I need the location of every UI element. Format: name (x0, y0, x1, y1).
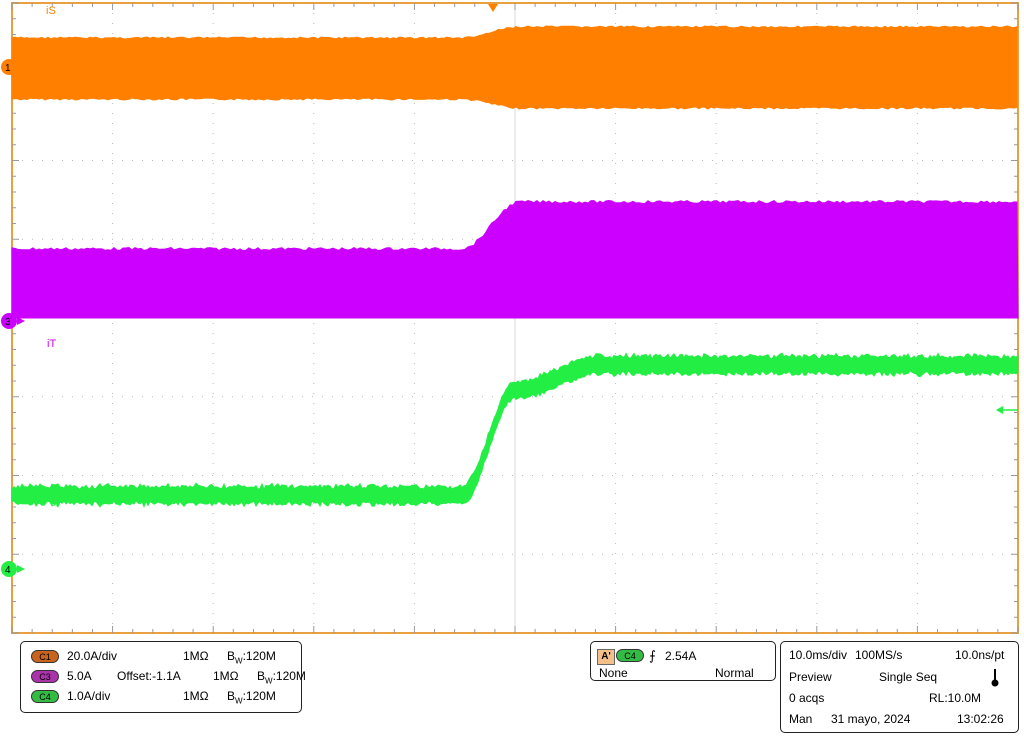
channel-bandwidth: BW:120M (227, 649, 276, 666)
ch3-marker-number: 3 (5, 317, 11, 328)
sample-rate: 100MS/s (855, 648, 903, 662)
acquisition-mode: Man (789, 712, 813, 726)
time: 13:02:26 (957, 712, 1004, 726)
record-length: RL:10.0M (929, 691, 982, 705)
trigger-position-marker-icon (488, 4, 498, 12)
channel-impedance: 1MΩ (183, 649, 209, 663)
thermometer-icon (991, 669, 999, 687)
ch1-marker-circle (1, 59, 17, 75)
date: 31 mayo, 2024 (831, 712, 911, 726)
ch1-marker-number: 1 (5, 63, 11, 74)
channel-row-c3[interactable]: C3 5.0A Offset:-1.1A 1MΩ BW:120M (31, 669, 306, 685)
ch4-marker-arrow (17, 565, 25, 573)
channel-pill-c1[interactable]: C1 (31, 650, 59, 663)
channel-offset: Offset:-1.1A (117, 669, 181, 683)
channel-impedance: 1MΩ (183, 689, 209, 703)
trigger-type: Normal (715, 666, 754, 680)
channel-settings-panel: C1 20.0A/div 1MΩ BW:120M C3 5.0A Offset:… (20, 641, 306, 713)
acquisition-state: Preview (789, 670, 832, 684)
channel-row-c4[interactable]: C4 1.0A/div 1MΩ BW:120M (31, 689, 301, 705)
waveforms (11, 25, 1019, 508)
channel-scale: 20.0A/div (67, 649, 118, 663)
channel-pill-c3[interactable]: C3 (31, 670, 59, 683)
rising-edge-icon: ⨍ (649, 648, 656, 663)
channel-pill-c4[interactable]: C4 (31, 690, 59, 703)
trigger-level-marker-icon (996, 406, 1003, 414)
ch1-waveform-label: iS (46, 5, 56, 17)
sequence-mode[interactable]: Single Seq (879, 670, 938, 684)
timebase[interactable]: 10.0ms/div (789, 648, 848, 662)
channel-bandwidth: BW:120M (227, 689, 276, 706)
ch4-marker-number: 4 (5, 565, 11, 576)
trigger-mode-badge: A' (597, 649, 615, 665)
channel-impedance: 1MΩ (213, 669, 239, 683)
ch3-marker-circle (1, 313, 17, 329)
trigger-source-pill[interactable]: C4 (616, 649, 644, 662)
ch1-marker-arrow (17, 63, 25, 71)
ch3-waveform-it (11, 199, 1019, 319)
ch3-waveform-label: iT (47, 338, 56, 350)
resolution: 10.0ns/pt (955, 648, 1005, 662)
scope-overlay: iS iT iL 1 3 4 (1, 4, 1018, 577)
acquisition-panel: 10.0ms/div 100MS/s 10.0ns/pt Preview Sin… (780, 641, 1019, 733)
ch4-waveform-label: iL (52, 503, 61, 515)
channel-bandwidth: BW:120M (257, 669, 306, 686)
trigger-panel[interactable]: A' C4 ⨍ 2.54A None Normal (590, 641, 776, 681)
trigger-level: 2.54A (665, 649, 697, 663)
acquisition-count: 0 acqs (789, 691, 825, 705)
channel-scale: 5.0A (67, 669, 92, 683)
ch1-waveform-is (11, 25, 1018, 110)
ch4-marker-circle (1, 561, 17, 577)
trigger-coupling: None (599, 666, 628, 680)
ch4-waveform-il (11, 352, 1019, 508)
oscilloscope-display: iS iT iL 1 3 4 (1, 2, 1019, 634)
ch3-marker-arrow (17, 317, 25, 325)
channel-scale: 1.0A/div (67, 689, 111, 703)
channel-row-c1[interactable]: C1 20.0A/div 1MΩ BW:120M (31, 649, 301, 665)
